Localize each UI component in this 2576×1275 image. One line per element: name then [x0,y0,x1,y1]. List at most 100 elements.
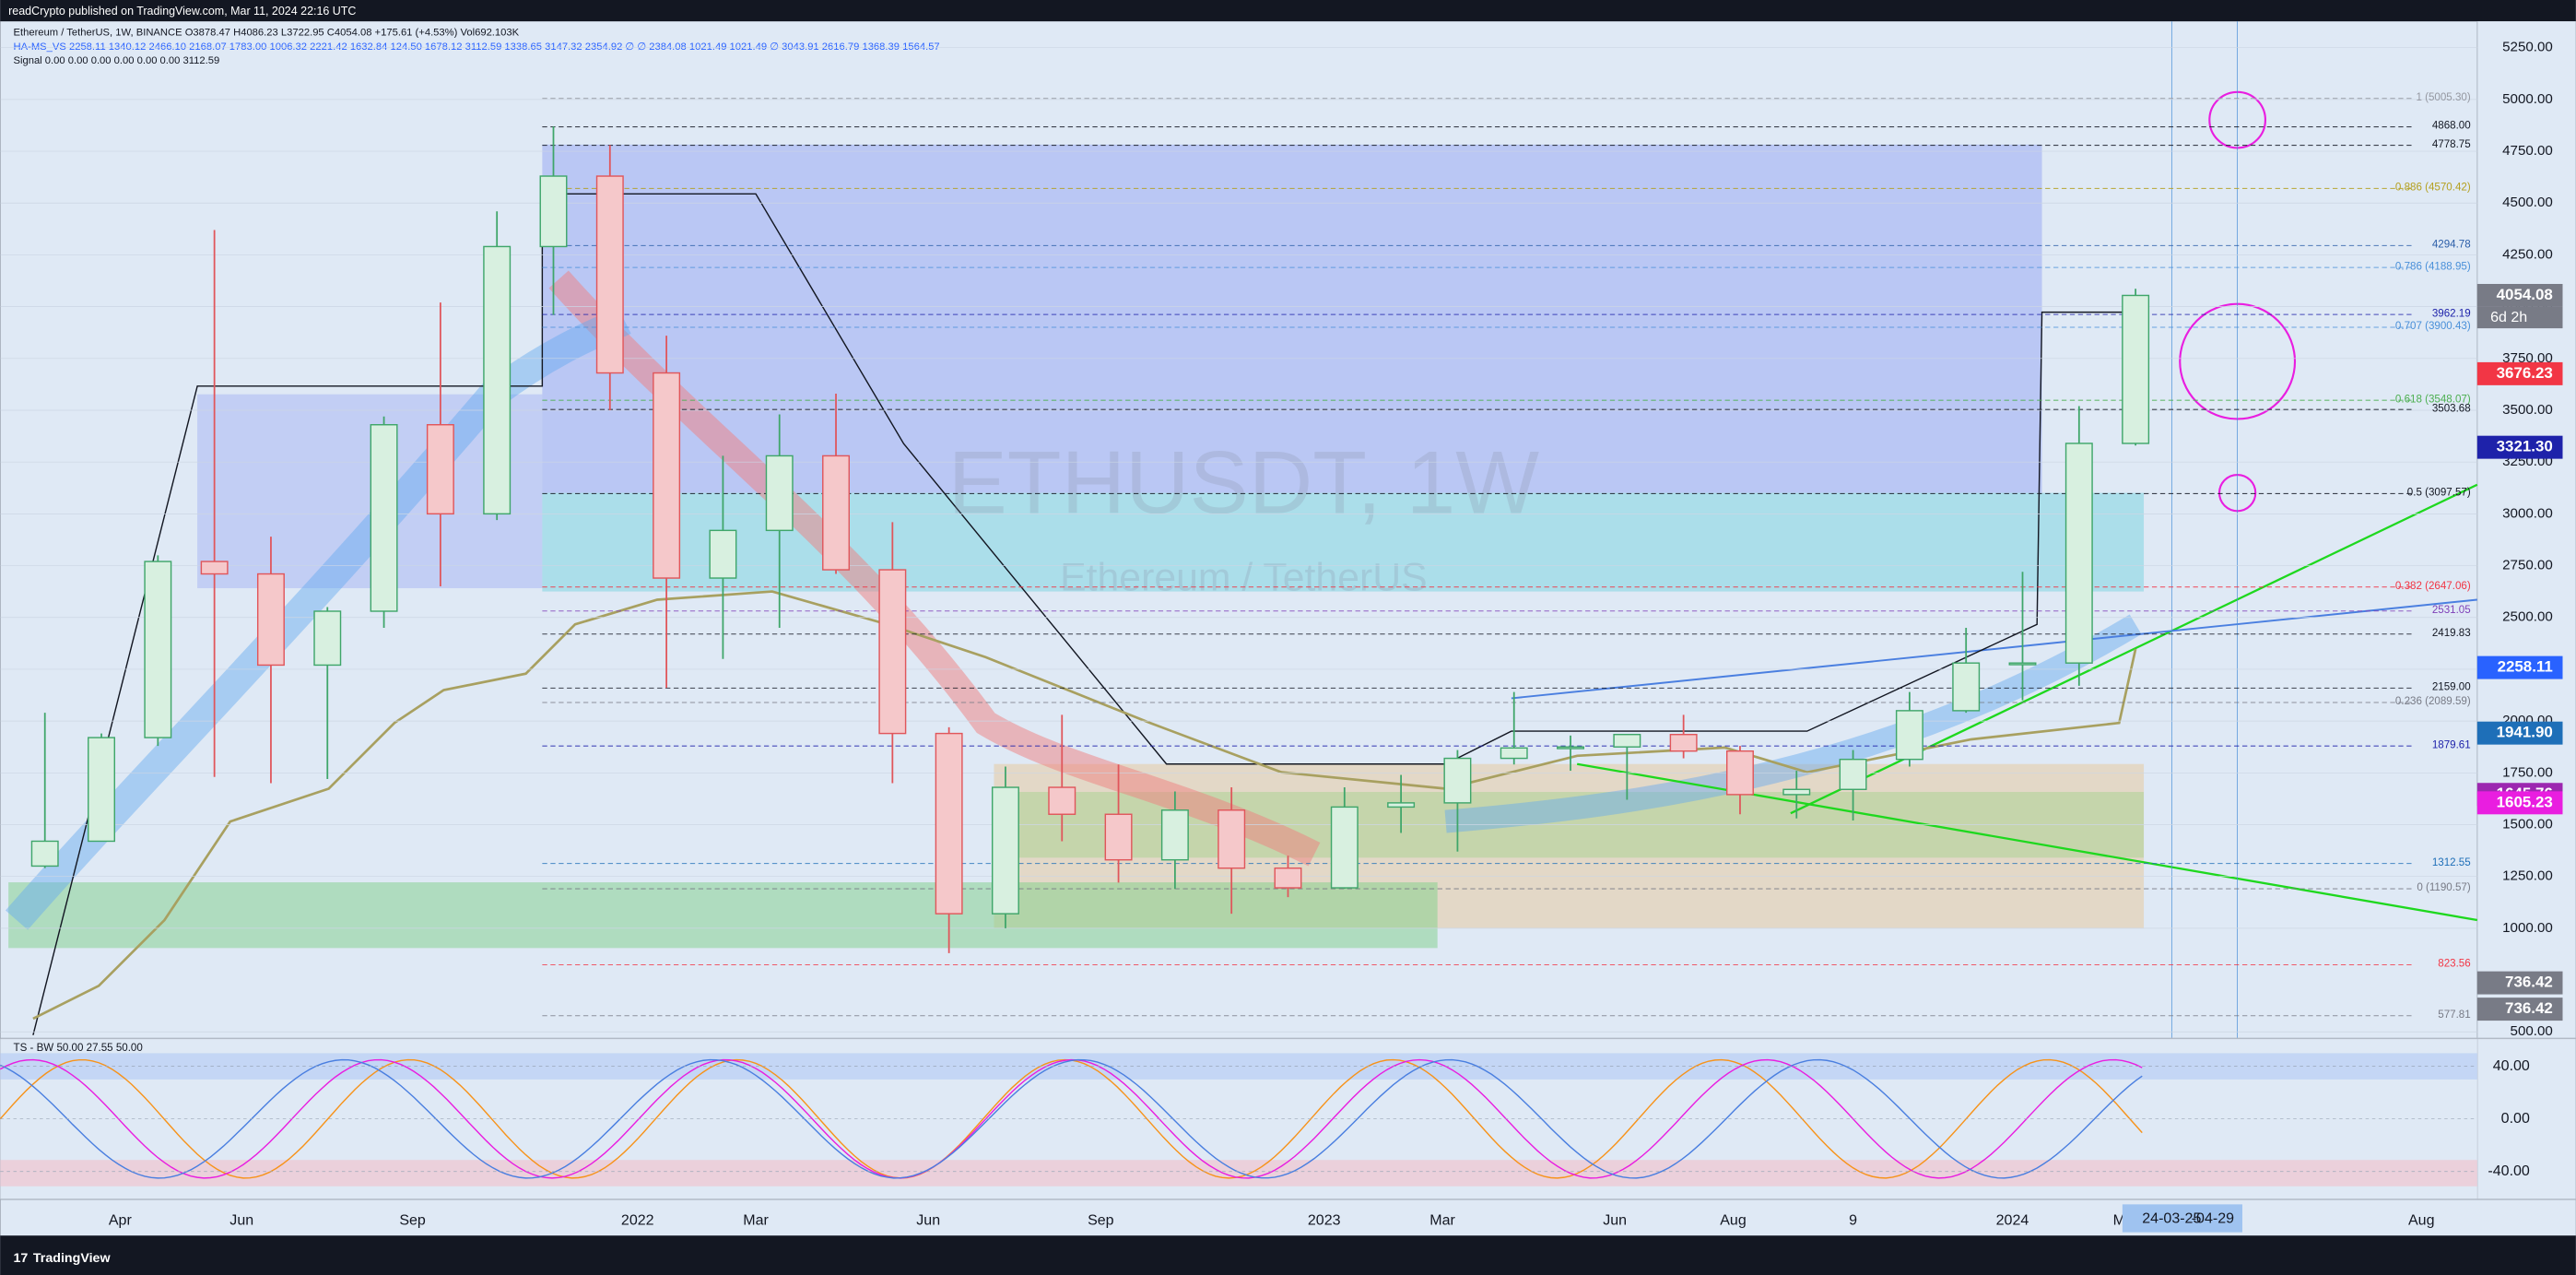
time-label: Jun [229,1211,253,1228]
countdown-box [2476,306,2563,329]
candle-body [30,840,59,868]
level-label: 0.5 (3097.57) [2407,488,2471,499]
candle-body [539,175,568,248]
stop-line [32,590,2137,1021]
cursor-date-box [2122,1204,2242,1233]
candle-body [1782,788,1811,796]
price-marker-box [2476,721,2563,745]
candle-body [1669,734,1698,752]
candle-body [1330,806,1359,889]
footer-brand: TradingView [33,1251,112,1266]
level-label: 0.786 (4188.95) [2395,261,2471,272]
candle-body [765,455,794,532]
level-label: 2159.00 [2432,682,2471,693]
price-tick-label: 4250.00 [2502,246,2553,262]
level-label: 1879.61 [2432,739,2471,750]
time-label: M [2113,1211,2125,1228]
candle-body [1557,746,1585,750]
price-marker-box [2476,791,2563,815]
time-label: Jun [916,1211,940,1228]
price-tick-label: 1000.00 [2502,920,2553,936]
price-marker-box [2476,435,2563,459]
level-label: 0.707 (3900.43) [2395,321,2471,332]
level-label: 0 (1190.57) [2417,882,2471,893]
candle-body [1048,786,1076,815]
price-tick-label: 1750.00 [2502,764,2553,780]
channel-line [32,193,2136,1035]
time-label: Jun [1603,1211,1627,1228]
oscillator-tick-label: -40.00 [2488,1163,2530,1179]
level-label: 4868.00 [2432,121,2471,132]
zone-box [542,144,2042,493]
time-label: 2024 [1996,1211,2029,1228]
level-label: 4778.75 [2432,139,2471,150]
candle-body [1613,734,1641,748]
time-label: Sep [1088,1211,1114,1228]
level-label: 0.236 (2089.59) [2395,696,2471,707]
price-tick-label: 3000.00 [2502,505,2553,521]
candle-body [653,372,681,579]
candle-body [256,573,285,667]
candle-body [878,569,907,735]
price-marker-box [2476,283,2563,307]
oscillator-tick-label: 0.00 [2501,1110,2530,1127]
candle-body [483,245,512,515]
level-label: 4294.78 [2432,240,2471,251]
time-label: Mar [743,1211,769,1228]
candle-body [144,561,172,738]
trendline [1511,598,2477,700]
candle-body [595,175,624,374]
candle-body [1160,809,1189,861]
legend-line: Signal 0.00 0.00 0.00 0.00 0.00 0.00 311… [14,55,220,66]
legend-line: HA-MS_VS 2258.11 1340.12 2466.10 2168.07… [14,41,940,53]
level-label: 0.618 (3548.07) [2395,394,2471,405]
level-label: 2419.83 [2432,628,2471,639]
price-marker-box [2476,655,2563,679]
candle-body [2064,443,2093,664]
candle-body [2122,294,2150,444]
candle-body [1104,813,1133,861]
price-marker-label: 1941.90 [2497,724,2553,741]
candle-body [991,786,1019,915]
price-marker-label: 4054.08 [2497,286,2553,303]
publisher: readCrypto published on TradingView.com,… [8,5,356,18]
price-tick-label: 2750.00 [2502,558,2553,573]
candle-body [1500,747,1528,760]
price-tick-label: 2500.00 [2502,609,2553,625]
candle-body [313,610,342,667]
time-label: Aug [1720,1211,1747,1228]
price-marker-label: 736.42 [2505,999,2553,1017]
candle-body [200,561,229,575]
price-marker-label: 3321.30 [2497,438,2553,455]
level-label: 3962.19 [2432,308,2471,319]
price-tick-label: 500.00 [2511,1023,2553,1039]
price-tick-label: 1500.00 [2502,816,2553,832]
top-bar [0,0,2576,22]
watermark-name: Ethereum / TetherUS [1060,555,1428,599]
time-label: 2022 [621,1211,654,1228]
price-tick-label: 4750.00 [2502,143,2553,159]
time-label: Aug [2408,1211,2435,1228]
candle-body [370,424,398,612]
price-marker-label: 2258.11 [2498,658,2553,676]
candle-body [1952,662,1981,712]
price-marker-box [2476,971,2563,995]
level-label: 0.382 (2647.06) [2395,581,2471,592]
price-marker-label: 3676.23 [2497,364,2553,382]
price-tick-label: 3750.00 [2502,350,2553,366]
countdown: 6d 2h [2490,309,2527,325]
level-label: 0.886 (4570.42) [2395,183,2471,194]
candle-body [1725,750,1754,796]
candle-body [1274,867,1302,889]
candle-body [1895,710,1923,761]
footer-logo: 17 [14,1251,29,1266]
time-label: Mar [1429,1211,1455,1228]
candle-body [1217,809,1246,869]
candle-body [935,732,963,915]
candle-body [709,529,737,579]
oscillator-tick-label: 40.00 [2493,1057,2530,1074]
cursor-date: -04-29 [2192,1210,2234,1227]
cursor-date: 24-03-25 [2142,1210,2201,1227]
